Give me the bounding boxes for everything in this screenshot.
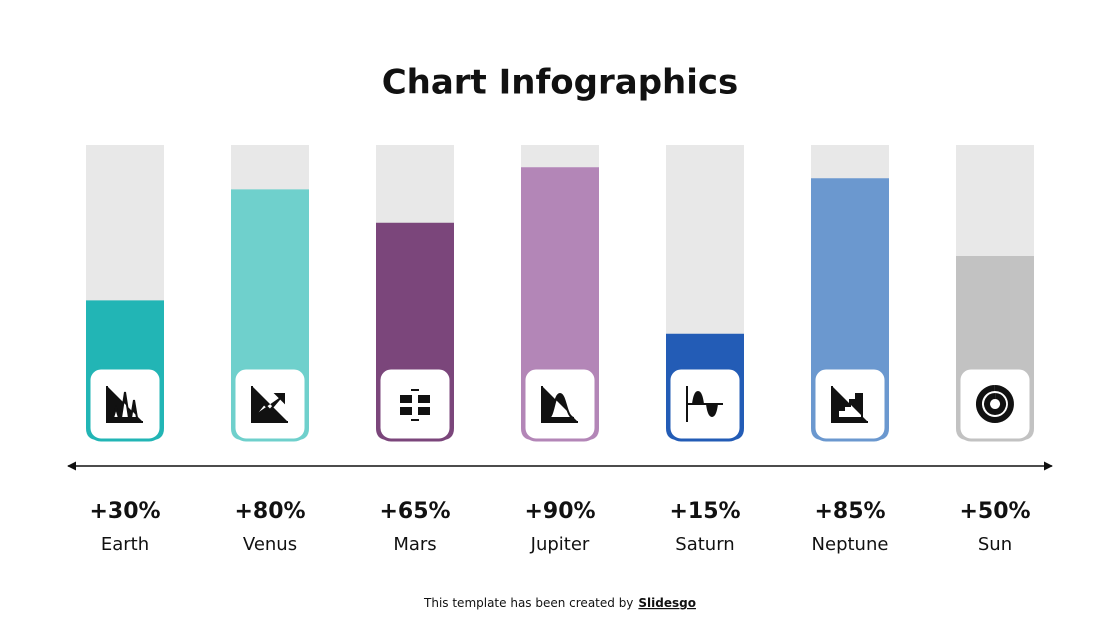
x-tick-label: Mars	[393, 534, 436, 555]
value-label: +30%	[89, 499, 160, 524]
icon	[251, 386, 288, 423]
icon	[831, 386, 868, 423]
icon-glyph	[251, 386, 288, 423]
icon-glyph	[975, 385, 1014, 423]
x-tick-label: Saturn	[675, 534, 734, 555]
footer-link[interactable]: Slidesgo	[638, 596, 696, 610]
x-tick-label: Earth	[101, 534, 149, 555]
icon-box	[957, 366, 1033, 442]
icon-glyph	[106, 386, 143, 423]
value-label: +15%	[669, 499, 740, 524]
x-tick-label: Jupiter	[530, 534, 590, 555]
icon	[975, 385, 1014, 423]
footer-text: This template has been created by	[423, 596, 633, 610]
value-label: +50%	[959, 499, 1030, 524]
chart-title: Chart Infographics	[382, 63, 739, 103]
icon-glyph	[400, 389, 430, 421]
value-label: +80%	[234, 499, 305, 524]
icon	[106, 386, 143, 423]
icon-glyph	[541, 386, 578, 423]
value-label: +65%	[379, 499, 450, 524]
footer: This template has been created by Slidesg…	[423, 596, 696, 610]
icon-box	[377, 366, 453, 442]
icon	[541, 386, 578, 423]
icon-glyph	[686, 386, 723, 422]
icon-glyph	[831, 386, 868, 423]
x-tick-label: Venus	[243, 534, 297, 555]
icon	[400, 389, 430, 421]
x-tick-label: Neptune	[812, 534, 889, 555]
value-label: +85%	[814, 499, 885, 524]
icon	[686, 386, 723, 422]
x-tick-label: Sun	[978, 534, 1012, 555]
value-label: +90%	[524, 499, 595, 524]
